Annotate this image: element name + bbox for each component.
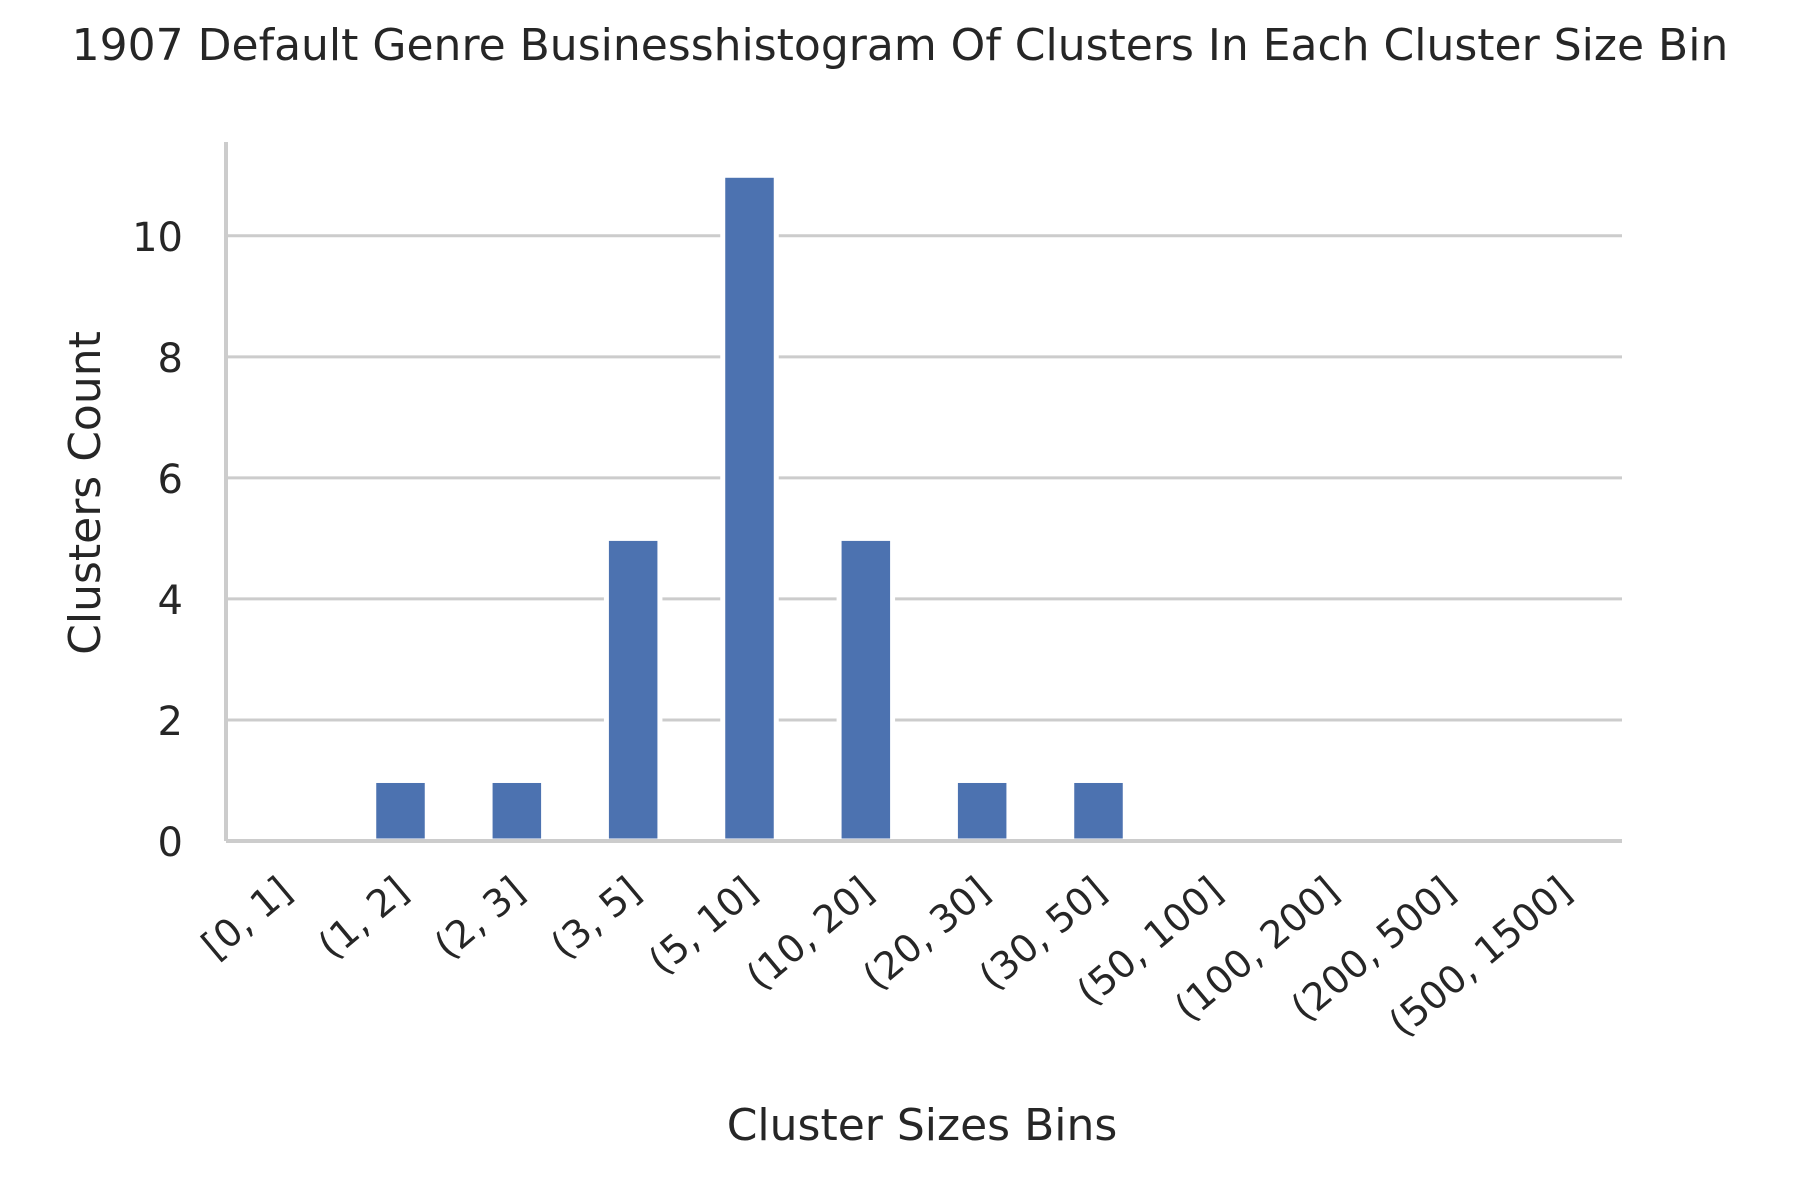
y-tick-label: 8: [158, 336, 183, 382]
y-tick-label: 2: [158, 699, 183, 745]
bar: [952, 777, 1012, 844]
x-tick-label: (20, 30]: [854, 868, 998, 998]
x-tick-label: (10, 20]: [738, 868, 882, 998]
x-axis-label: Cluster Sizes Bins: [727, 1100, 1118, 1151]
chart-title: 1907 Default Genre Businesshistogram Of …: [72, 20, 1729, 71]
bars: [371, 172, 1128, 844]
bar: [720, 172, 779, 844]
axes: [224, 142, 1622, 843]
bar: [1069, 777, 1128, 844]
y-tick-labels: 0 2 4 6 8 10: [132, 215, 183, 866]
bar: [603, 535, 663, 844]
bar: [371, 777, 430, 844]
y-tick-label: 4: [158, 578, 183, 624]
x-tick-label: [0, 1]: [193, 868, 300, 967]
y-axis-label: Clusters Count: [60, 331, 111, 655]
bar: [487, 777, 547, 844]
grid-lines: [226, 234, 1622, 722]
bar: [836, 535, 896, 844]
x-tick-labels: [0, 1] (1, 2] (2, 3] (3, 5](5, 10](10, 20](…: [193, 868, 1579, 1045]
y-tick-label: 10: [132, 215, 183, 261]
x-tick-label: (2, 3]: [426, 868, 533, 967]
x-tick-label: (3, 5]: [542, 868, 649, 967]
y-tick-label: 0: [158, 820, 183, 866]
x-tick-label: (1, 2]: [310, 868, 417, 967]
y-tick-label: 6: [158, 457, 183, 503]
